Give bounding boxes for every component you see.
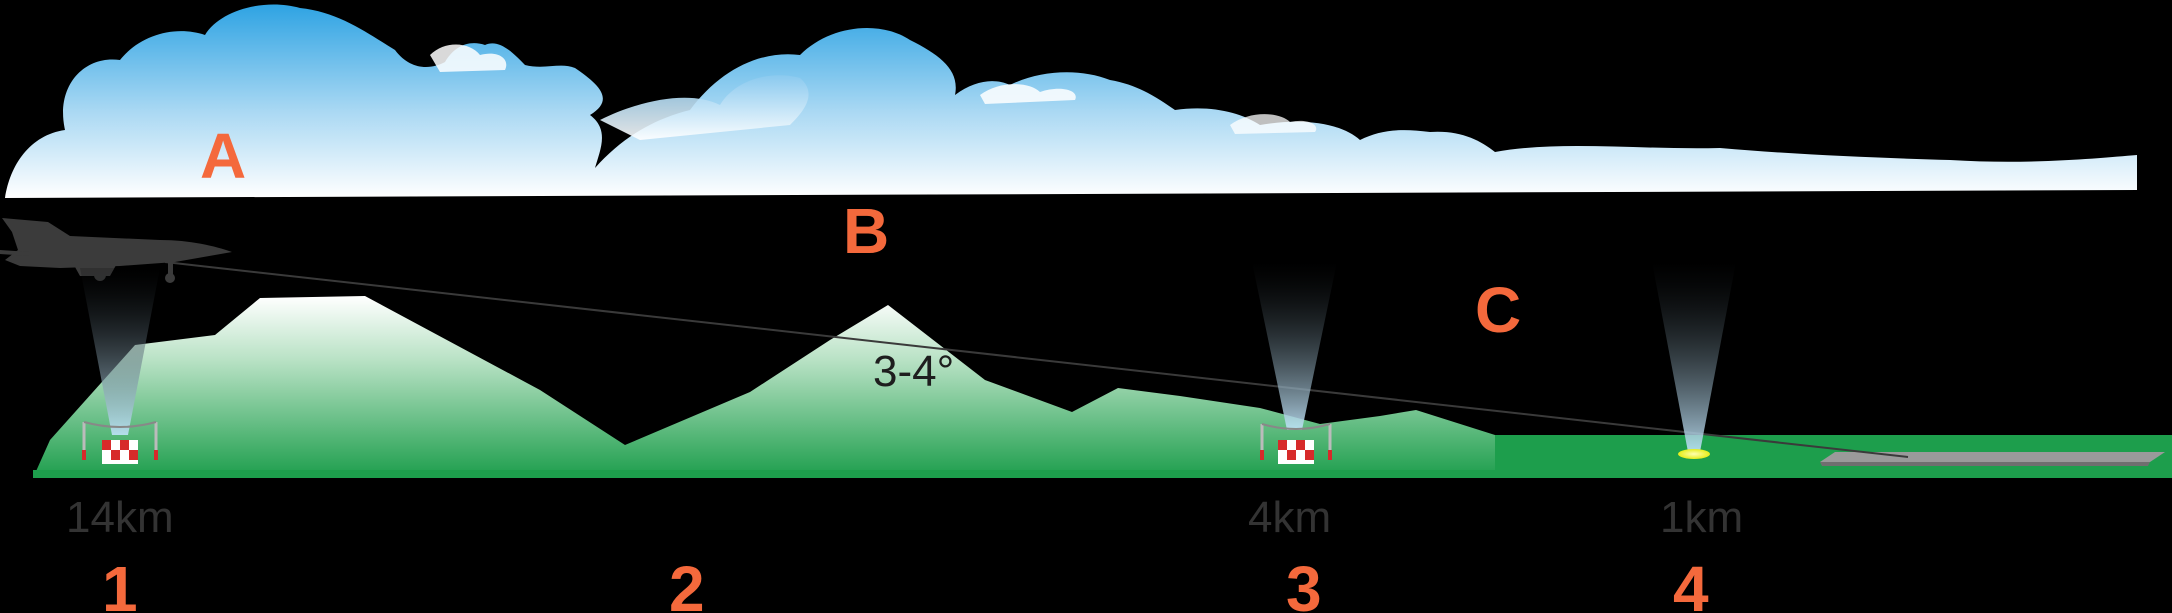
beacon-marker-icon	[82, 421, 158, 464]
glide-path-line	[164, 261, 1909, 458]
cloud-layer	[5, 4, 2137, 199]
zone-label-a: A	[200, 120, 246, 192]
distance-label-1: 14km	[66, 493, 174, 542]
stage-number-2: 2	[669, 553, 705, 613]
glide-angle-label: 3-4°	[873, 347, 954, 396]
distance-label-4: 1km	[1660, 493, 1743, 542]
beacon-marker-icon	[1260, 423, 1332, 464]
distance-label-3: 4km	[1248, 493, 1331, 542]
runway	[1820, 452, 2165, 466]
runway-light-icon	[1678, 449, 1710, 459]
stage-number-1: 1	[102, 553, 138, 613]
zone-label-b: B	[843, 195, 889, 267]
beacon-light-cones	[80, 262, 1736, 452]
stage-number-4: 4	[1673, 553, 1709, 613]
stage-number-3: 3	[1286, 553, 1322, 613]
zone-label-c: C	[1475, 274, 1521, 346]
